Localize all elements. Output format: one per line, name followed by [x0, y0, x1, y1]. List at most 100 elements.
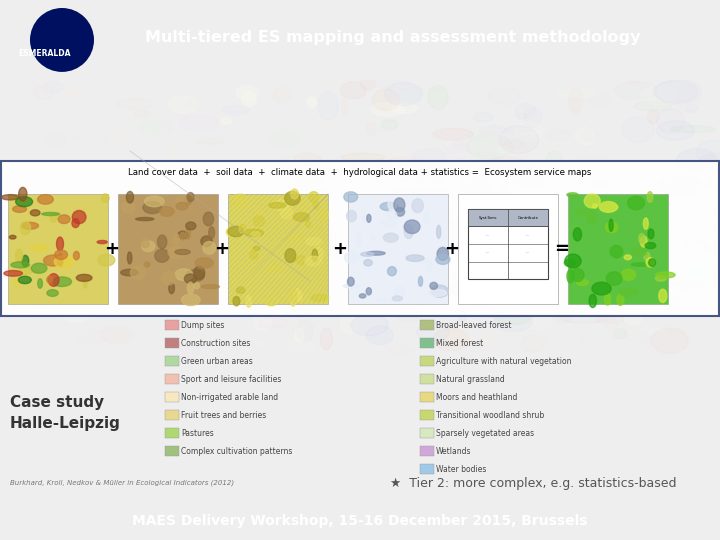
Ellipse shape — [327, 231, 336, 250]
Ellipse shape — [402, 188, 438, 198]
Ellipse shape — [21, 311, 32, 320]
Text: ★  Tier 2: more complex, e.g. statistics-based: ★ Tier 2: more complex, e.g. statistics-… — [390, 477, 677, 490]
Ellipse shape — [714, 240, 720, 257]
Ellipse shape — [644, 252, 649, 260]
Ellipse shape — [599, 201, 618, 212]
Ellipse shape — [499, 187, 508, 193]
Ellipse shape — [203, 212, 214, 226]
Ellipse shape — [168, 246, 185, 259]
Ellipse shape — [399, 161, 444, 168]
Bar — [568, 194, 668, 304]
Ellipse shape — [685, 105, 698, 113]
Ellipse shape — [654, 235, 667, 246]
Ellipse shape — [194, 282, 199, 289]
Ellipse shape — [184, 196, 192, 205]
Ellipse shape — [19, 276, 31, 284]
Ellipse shape — [516, 129, 537, 134]
Ellipse shape — [256, 288, 280, 296]
Ellipse shape — [37, 194, 53, 204]
Ellipse shape — [576, 210, 587, 215]
Ellipse shape — [176, 196, 187, 203]
Ellipse shape — [253, 246, 260, 251]
Ellipse shape — [287, 173, 323, 186]
Ellipse shape — [680, 198, 696, 204]
Text: +: + — [444, 240, 459, 258]
Ellipse shape — [253, 216, 265, 227]
Ellipse shape — [589, 294, 596, 308]
Ellipse shape — [644, 218, 648, 230]
Ellipse shape — [32, 270, 39, 273]
Ellipse shape — [395, 207, 405, 216]
Ellipse shape — [592, 178, 608, 188]
Ellipse shape — [523, 172, 557, 191]
Ellipse shape — [544, 271, 581, 291]
Ellipse shape — [640, 236, 647, 247]
Text: Sparsely vegetated areas: Sparsely vegetated areas — [436, 429, 534, 437]
Ellipse shape — [374, 298, 387, 302]
Ellipse shape — [366, 122, 376, 136]
Ellipse shape — [201, 236, 212, 247]
Ellipse shape — [279, 208, 293, 223]
Ellipse shape — [121, 269, 138, 276]
Ellipse shape — [254, 312, 273, 330]
Ellipse shape — [47, 289, 58, 296]
Ellipse shape — [645, 242, 656, 249]
Ellipse shape — [358, 190, 387, 209]
Ellipse shape — [1, 194, 19, 200]
Ellipse shape — [296, 255, 306, 265]
Text: Fruit trees and berries: Fruit trees and berries — [181, 410, 266, 420]
Ellipse shape — [647, 110, 659, 124]
Bar — [420, 374, 434, 384]
Ellipse shape — [114, 131, 124, 150]
Text: Multi-tiered ES mapping and assessment methodology: Multi-tiered ES mapping and assessment m… — [145, 30, 641, 45]
Ellipse shape — [143, 201, 161, 213]
Ellipse shape — [587, 210, 596, 224]
Text: Dump sites: Dump sites — [181, 321, 225, 329]
Ellipse shape — [640, 85, 678, 105]
Ellipse shape — [307, 97, 317, 108]
Ellipse shape — [617, 294, 624, 306]
Ellipse shape — [655, 259, 691, 272]
Ellipse shape — [21, 267, 48, 272]
Ellipse shape — [593, 204, 597, 208]
Ellipse shape — [387, 210, 397, 222]
Ellipse shape — [6, 247, 37, 255]
Ellipse shape — [311, 294, 328, 301]
Ellipse shape — [631, 263, 650, 266]
Ellipse shape — [436, 225, 441, 239]
Ellipse shape — [410, 172, 428, 181]
Ellipse shape — [708, 244, 720, 270]
Ellipse shape — [251, 232, 260, 236]
Ellipse shape — [433, 129, 473, 140]
Ellipse shape — [606, 222, 618, 233]
Ellipse shape — [628, 197, 644, 210]
Ellipse shape — [37, 279, 42, 288]
Ellipse shape — [35, 86, 54, 99]
Ellipse shape — [381, 210, 394, 214]
Ellipse shape — [625, 314, 642, 325]
Ellipse shape — [184, 238, 191, 253]
Ellipse shape — [677, 148, 717, 172]
Ellipse shape — [576, 127, 596, 145]
Ellipse shape — [428, 85, 448, 110]
Ellipse shape — [600, 204, 618, 211]
Ellipse shape — [294, 289, 301, 300]
Ellipse shape — [122, 201, 135, 213]
Ellipse shape — [138, 120, 173, 136]
Ellipse shape — [620, 289, 638, 296]
Ellipse shape — [301, 204, 307, 214]
Ellipse shape — [256, 342, 262, 347]
Ellipse shape — [387, 288, 420, 294]
Ellipse shape — [184, 274, 197, 284]
Text: Transitional woodland shrub: Transitional woodland shrub — [436, 410, 544, 420]
Ellipse shape — [276, 259, 282, 264]
Ellipse shape — [705, 210, 720, 227]
Ellipse shape — [451, 211, 472, 222]
Ellipse shape — [451, 312, 462, 325]
Ellipse shape — [289, 159, 301, 164]
Ellipse shape — [25, 238, 54, 248]
Ellipse shape — [714, 224, 720, 232]
Ellipse shape — [72, 219, 79, 227]
Ellipse shape — [546, 151, 562, 169]
Ellipse shape — [99, 171, 118, 190]
